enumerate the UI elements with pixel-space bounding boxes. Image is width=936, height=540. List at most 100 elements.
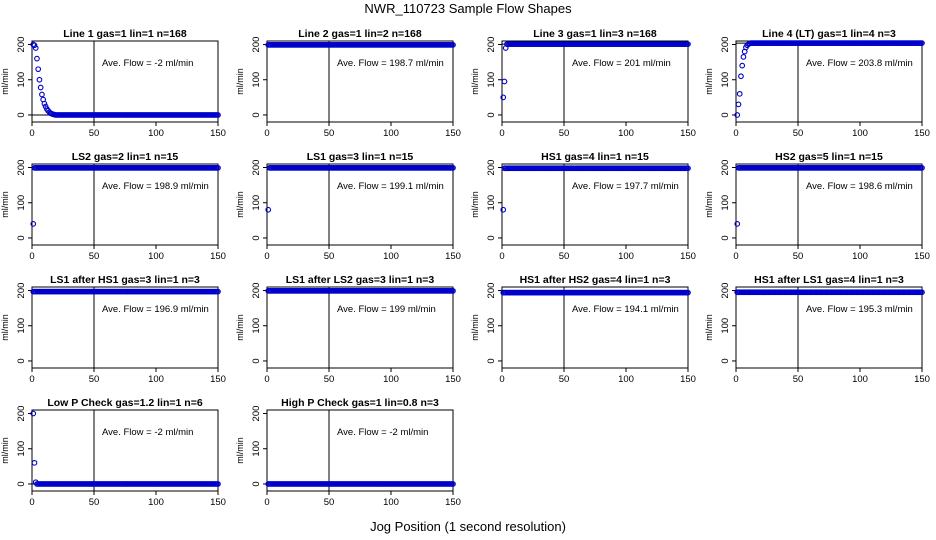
- data-point: [739, 62, 746, 69]
- data-point: [31, 459, 38, 466]
- data-point: [919, 289, 925, 296]
- data-point: [501, 78, 508, 85]
- y-axis-label: ml/min: [0, 68, 10, 95]
- y-tick-label: 200: [251, 406, 262, 422]
- x-tick-label: 0: [499, 128, 504, 139]
- data-point: [919, 40, 925, 46]
- x-tick-label: 150: [914, 374, 930, 385]
- x-tick-label: 100: [852, 374, 868, 385]
- ave-flow-annotation: Ave. Flow = 195.3 ml/min: [806, 304, 913, 315]
- y-tick-label: 0: [16, 112, 27, 117]
- x-tick-label: 100: [383, 128, 399, 139]
- figure-title: NWR_110723 Sample Flow Shapes: [364, 1, 572, 16]
- data-point: [215, 481, 221, 487]
- y-axis-label: ml/min: [235, 68, 245, 95]
- x-tick-label: 0: [29, 128, 34, 139]
- x-tick-label: 150: [210, 374, 226, 385]
- x-tick-label: 150: [210, 497, 226, 508]
- y-tick-label: 0: [720, 358, 731, 363]
- y-tick-label: 200: [16, 283, 27, 299]
- panel-6: LS1 gas=3 lin=1 n=15 0 50 100 150 0 100 200 ml/m…: [235, 151, 461, 262]
- x-axis-title: Jog Position (1 second resolution): [370, 519, 566, 534]
- x-tick-label: 0: [733, 251, 738, 262]
- x-tick-label: 50: [324, 251, 335, 262]
- y-tick-label: 200: [486, 160, 497, 176]
- x-tick-label: 50: [559, 251, 570, 262]
- x-tick-label: 50: [89, 374, 100, 385]
- y-tick-label: 100: [486, 195, 497, 211]
- panel-title: HS2 gas=5 lin=1 n=15: [775, 151, 883, 163]
- data-point: [215, 165, 221, 171]
- y-tick-label: 200: [720, 160, 731, 176]
- panel-11: HS1 after HS2 gas=4 lin=1 n=3 0 50 100 150 0 1…: [470, 274, 696, 385]
- y-tick-label: 200: [251, 283, 262, 299]
- x-tick-label: 50: [324, 128, 335, 139]
- data-point: [450, 165, 456, 171]
- y-axis-label: ml/min: [470, 191, 480, 218]
- plot-frame: [266, 286, 454, 369]
- x-tick-label: 50: [89, 497, 100, 508]
- x-tick-label: 50: [559, 374, 570, 385]
- x-tick-label: 150: [210, 128, 226, 139]
- y-axis-label: ml/min: [470, 314, 480, 341]
- x-tick-label: 100: [618, 128, 634, 139]
- x-tick-label: 100: [148, 497, 164, 508]
- y-tick-label: 0: [251, 235, 262, 240]
- panel-14: High P Check gas=1 lin=0.8 n=3 0 50 100 150 0…: [235, 397, 461, 508]
- y-tick-label: 0: [486, 112, 497, 117]
- plot-frame: [735, 40, 923, 123]
- y-tick-label: 0: [251, 358, 262, 363]
- x-tick-label: 50: [324, 497, 335, 508]
- y-axis-label: ml/min: [0, 191, 10, 218]
- y-tick-label: 0: [16, 358, 27, 363]
- data-point: [36, 76, 43, 83]
- panel-title: LS1 gas=3 lin=1 n=15: [307, 151, 414, 163]
- y-axis-label: ml/min: [235, 191, 245, 218]
- ave-flow-annotation: Ave. Flow = 198.6 ml/min: [806, 181, 913, 192]
- data-point: [34, 55, 40, 62]
- ave-flow-annotation: Ave. Flow = 198.7 ml/min: [337, 58, 444, 69]
- x-tick-label: 100: [852, 128, 868, 139]
- y-tick-label: 100: [251, 441, 262, 457]
- x-tick-label: 150: [445, 374, 461, 385]
- plot-frame: [501, 40, 689, 123]
- plot-frame: [31, 409, 219, 492]
- x-tick-label: 0: [733, 128, 738, 139]
- y-axis-label: ml/min: [704, 314, 714, 341]
- panel-3: Line 3 gas=1 lin=3 n=168 0 50 100 150 0 100 200…: [470, 28, 696, 139]
- y-tick-label: 100: [720, 72, 731, 88]
- x-tick-label: 0: [499, 374, 504, 385]
- data-point: [500, 94, 507, 101]
- x-tick-label: 0: [499, 251, 504, 262]
- ave-flow-annotation: Ave. Flow = -2 ml/min: [102, 427, 193, 438]
- y-tick-label: 100: [720, 318, 731, 334]
- data-point: [450, 481, 456, 487]
- x-tick-label: 0: [29, 374, 34, 385]
- y-tick-label: 100: [486, 72, 497, 88]
- ave-flow-annotation: Ave. Flow = -2 ml/min: [337, 427, 428, 438]
- x-tick-label: 100: [383, 497, 399, 508]
- x-tick-label: 150: [680, 128, 696, 139]
- plot-frame: [735, 286, 923, 369]
- data-point: [215, 112, 221, 118]
- x-tick-label: 0: [264, 497, 269, 508]
- data-point: [734, 112, 741, 118]
- panel-title: LS1 after LS2 gas=3 lin=1 n=3: [286, 274, 435, 286]
- x-tick-label: 150: [914, 128, 930, 139]
- ave-flow-annotation: Ave. Flow = 199 ml/min: [337, 304, 436, 315]
- panel-title: HS1 gas=4 lin=1 n=15: [541, 151, 649, 163]
- plot-frame: [735, 163, 923, 246]
- ave-flow-annotation: Ave. Flow = 194.1 ml/min: [572, 304, 679, 315]
- y-tick-label: 200: [251, 160, 262, 176]
- data-point: [41, 100, 48, 107]
- ave-flow-annotation: Ave. Flow = -2 ml/min: [102, 58, 193, 69]
- panel-title: HS1 after LS1 gas=4 lin=1 n=3: [754, 274, 904, 286]
- x-tick-label: 100: [148, 128, 164, 139]
- ave-flow-annotation: Ave. Flow = 196.9 ml/min: [102, 304, 209, 315]
- plot-frame: [31, 286, 219, 369]
- data-point: [35, 66, 42, 73]
- y-tick-label: 100: [16, 441, 27, 457]
- data-point: [450, 288, 456, 294]
- y-tick-label: 0: [720, 235, 731, 240]
